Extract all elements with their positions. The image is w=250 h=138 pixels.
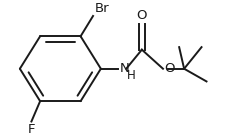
Text: O: O (136, 9, 147, 22)
Text: Br: Br (94, 2, 109, 15)
Text: F: F (28, 123, 35, 136)
Text: N: N (120, 62, 129, 75)
Text: H: H (126, 69, 135, 82)
Text: O: O (164, 62, 175, 75)
